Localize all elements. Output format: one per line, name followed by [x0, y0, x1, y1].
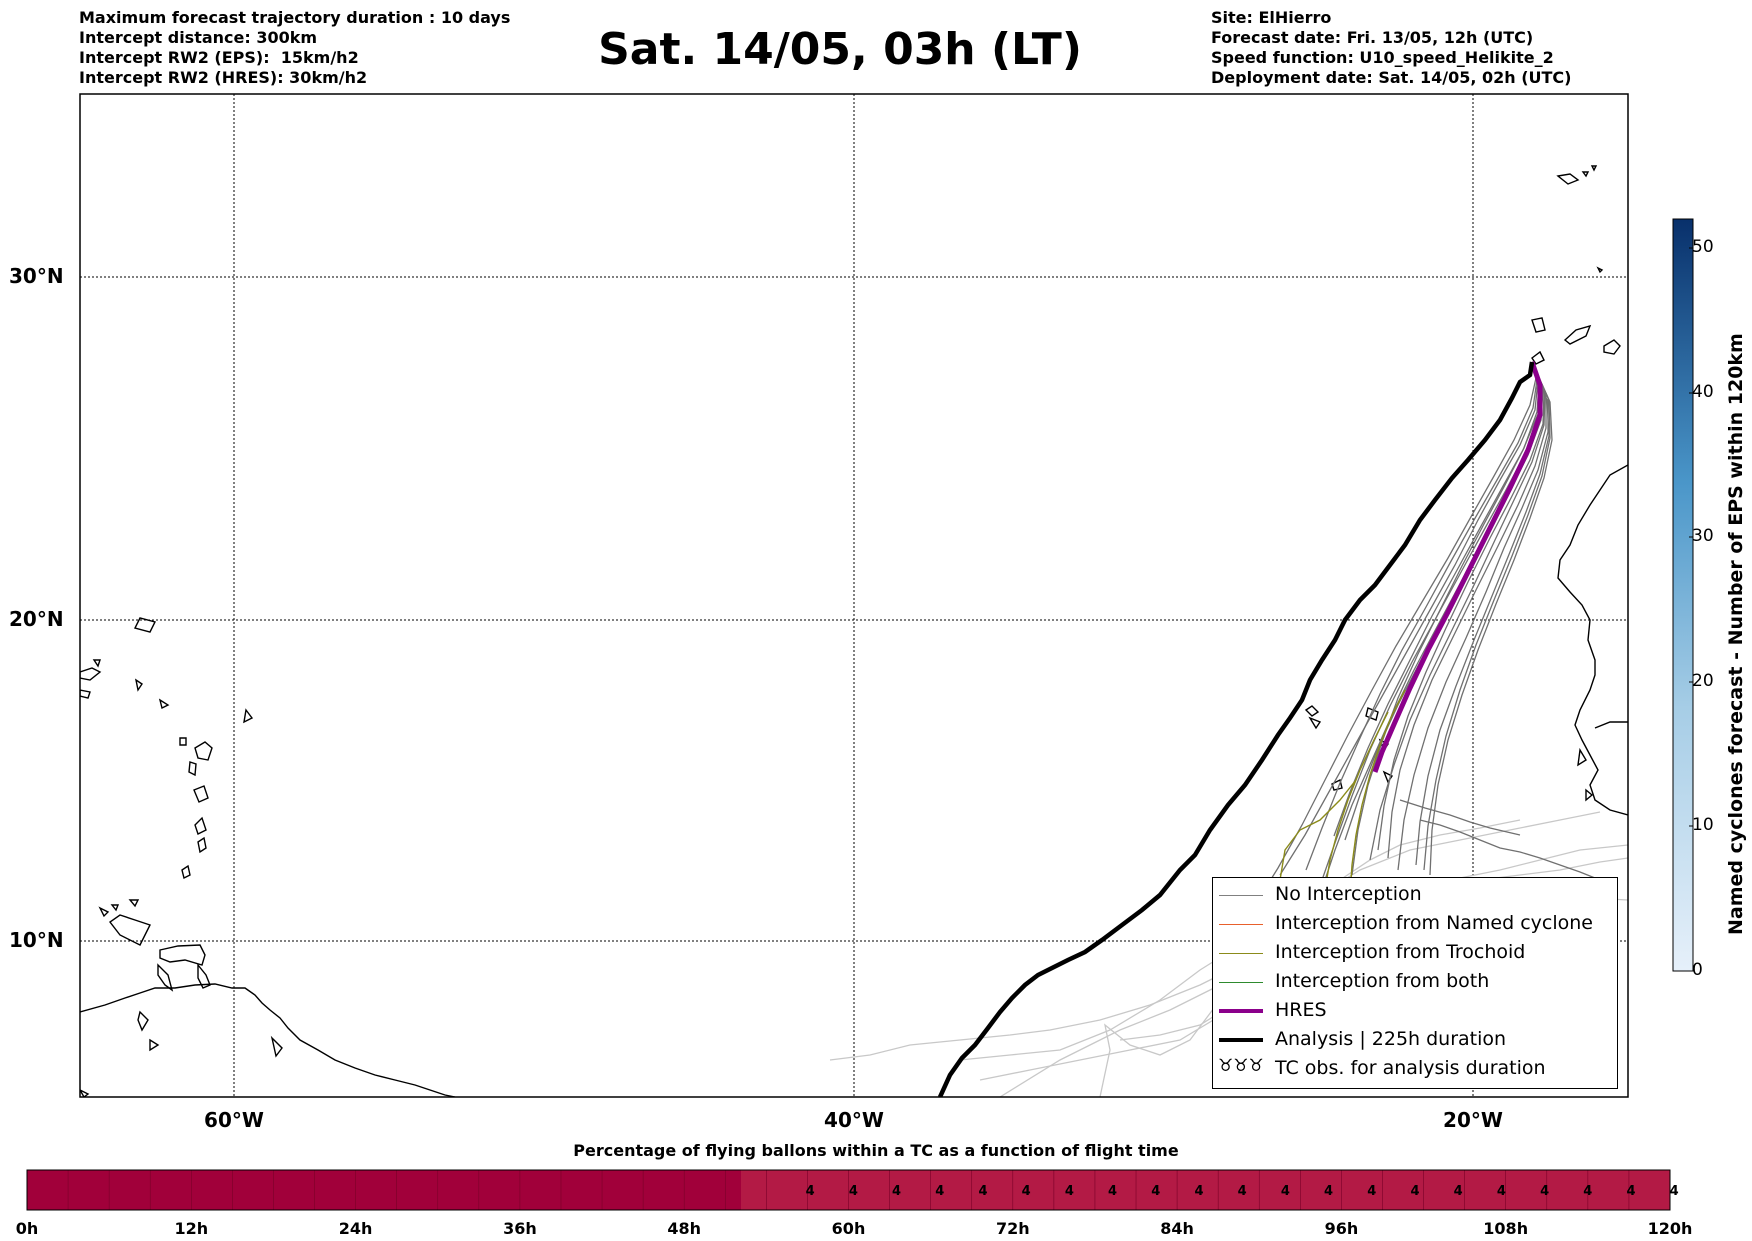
- legend-label: Analysis | 225h duration: [1275, 1028, 1507, 1050]
- coast-trinidad: [159, 944, 206, 966]
- legend-item-analysis: Analysis | 225h duration: [1213, 1027, 1617, 1056]
- legend-item-trochoid: Interception from Trochoid: [1213, 940, 1617, 969]
- bar-value-label: 4: [848, 1184, 858, 1199]
- bar-value-label: 4: [1280, 1184, 1290, 1199]
- bar-tick-label: 24h: [338, 1219, 373, 1238]
- bar-value-label: 4: [1410, 1184, 1420, 1199]
- legend-swatch: [1219, 1009, 1263, 1013]
- legend-swatch: [1219, 1038, 1263, 1042]
- legend-label: Interception from Trochoid: [1275, 941, 1526, 963]
- map-frame: [79, 93, 1629, 1098]
- bar-tick-label: 84h: [1160, 1219, 1194, 1238]
- lon-label-40w: 40°W: [824, 1108, 884, 1132]
- colorbar-tick-label: 30: [1692, 526, 1714, 546]
- bar-value-label: 4: [1540, 1184, 1550, 1199]
- lat-label-10: 10°N: [9, 928, 64, 952]
- lat-label-20: 20°N: [9, 607, 64, 631]
- analysis-trajectory: [937, 361, 1535, 1097]
- legend-item-no-interception: No Interception: [1213, 882, 1617, 911]
- bar-value-label: 4: [978, 1184, 988, 1199]
- legend-item-tc-obs: ♉♉♉ TC obs. for analysis duration: [1213, 1056, 1617, 1085]
- bar-tick-label: 60h: [831, 1219, 866, 1238]
- legend: No Interception Interception from Named …: [1212, 877, 1618, 1089]
- bar-value-label: 4: [892, 1184, 902, 1199]
- colorbar-tick-label: 40: [1692, 382, 1714, 402]
- bar-value-label: 4: [1496, 1184, 1506, 1199]
- legend-label: No Interception: [1275, 883, 1422, 905]
- bar-tick-label: 0h: [15, 1219, 39, 1238]
- bar-value-label: 4: [1626, 1184, 1636, 1199]
- bar-value-label: 4: [1151, 1184, 1161, 1199]
- header-left-line: Maximum forecast trajectory duration : 1…: [79, 8, 511, 27]
- coast-azores: [1556, 173, 1580, 185]
- coast-cape-verde: [1304, 705, 1320, 717]
- bar-value-label: 4: [1064, 1184, 1074, 1199]
- bar-value-label: 4: [1583, 1184, 1593, 1199]
- bar-tick-label: 96h: [1324, 1219, 1359, 1238]
- legend-label: Interception from both: [1275, 970, 1490, 992]
- legend-item-hres: HRES: [1213, 998, 1617, 1027]
- bar-tick-label: 120h: [1647, 1219, 1693, 1238]
- page-title: Sat. 14/05, 03h (LT): [598, 24, 1082, 75]
- eps-trajectories: [1254, 361, 1601, 906]
- legend-label: TC obs. for analysis duration: [1275, 1057, 1546, 1079]
- bar-value-label: 4: [1453, 1184, 1463, 1199]
- colorbar-ticks: [1689, 247, 1693, 972]
- hres-trajectory: [1372, 361, 1543, 773]
- bar-tick-label: 48h: [667, 1219, 702, 1238]
- bar-value-label: 4: [1108, 1184, 1118, 1199]
- legend-item-named-cyclone: Interception from Named cyclone: [1213, 911, 1617, 940]
- bar-value-label: 4: [1194, 1184, 1204, 1199]
- header-left-line: Intercept RW2 (HRES): 30km/h2: [79, 68, 368, 87]
- bar-value-label: 4: [1237, 1184, 1247, 1199]
- colorbar-tick-label: 20: [1692, 671, 1714, 691]
- bar-value-label: 4: [1021, 1184, 1031, 1199]
- bar-tick-label: 12h: [174, 1219, 209, 1238]
- bar-tick-label: 108h: [1483, 1219, 1529, 1238]
- legend-swatch: [1219, 895, 1263, 896]
- coastlines: [80, 165, 1628, 1097]
- legend-swatch: [1219, 953, 1263, 954]
- legend-swatch: [1219, 924, 1263, 925]
- tc-symbol-icon: ♉♉♉: [1218, 1056, 1264, 1076]
- bar-value-label: 4: [805, 1184, 815, 1199]
- bar-value-label: 4: [935, 1184, 945, 1199]
- colorbar-title: Named cyclones forecast - Number of EPS …: [1725, 333, 1747, 935]
- flight-time-bar-title: Percentage of flying ballons within a TC…: [573, 1141, 1179, 1160]
- bar-tick-label: 36h: [503, 1219, 537, 1238]
- colorbar-tick-label: 0: [1692, 960, 1703, 980]
- lat-label-30: 30°N: [9, 264, 64, 288]
- header-left-line: Intercept RW2 (EPS): 15km/h2: [79, 48, 359, 67]
- header-left-line: Intercept distance: 300km: [79, 28, 318, 47]
- lon-label-60w: 60°W: [204, 1108, 264, 1132]
- coast-africa: [1557, 464, 1628, 816]
- legend-item-both: Interception from both: [1213, 969, 1617, 998]
- bar-tick-label: 72h: [995, 1219, 1030, 1238]
- coast-south-america: [80, 983, 456, 1097]
- header-right-line: Deployment date: Sat. 14/05, 02h (UTC): [1211, 68, 1572, 87]
- colorbar: [1672, 218, 1694, 972]
- header-right-line: Speed function: U10_speed_Helikite_2: [1211, 48, 1554, 67]
- colorbar-tick-label: 10: [1692, 815, 1714, 835]
- flight-time-bar: [26, 1169, 1671, 1211]
- header-right-line: Forecast date: Fri. 13/05, 12h (UTC): [1211, 28, 1534, 47]
- coast-canaries: [1531, 317, 1546, 333]
- colorbar-tick-label: 50: [1692, 237, 1714, 257]
- legend-label: HRES: [1275, 999, 1327, 1021]
- bar-value-label: 4: [1324, 1184, 1334, 1199]
- bar-value-label: 4: [1669, 1184, 1679, 1199]
- header-left-info: Maximum forecast trajectory duration : 1…: [79, 8, 510, 88]
- legend-swatch: [1219, 982, 1263, 983]
- header-right-line: Site: ElHierro: [1211, 8, 1332, 27]
- bar-value-label: 4: [1367, 1184, 1377, 1199]
- legend-label: Interception from Named cyclone: [1275, 912, 1593, 934]
- lon-label-20w: 20°W: [1443, 1108, 1503, 1132]
- header-right-info: Site: ElHierro Forecast date: Fri. 13/05…: [1211, 8, 1571, 88]
